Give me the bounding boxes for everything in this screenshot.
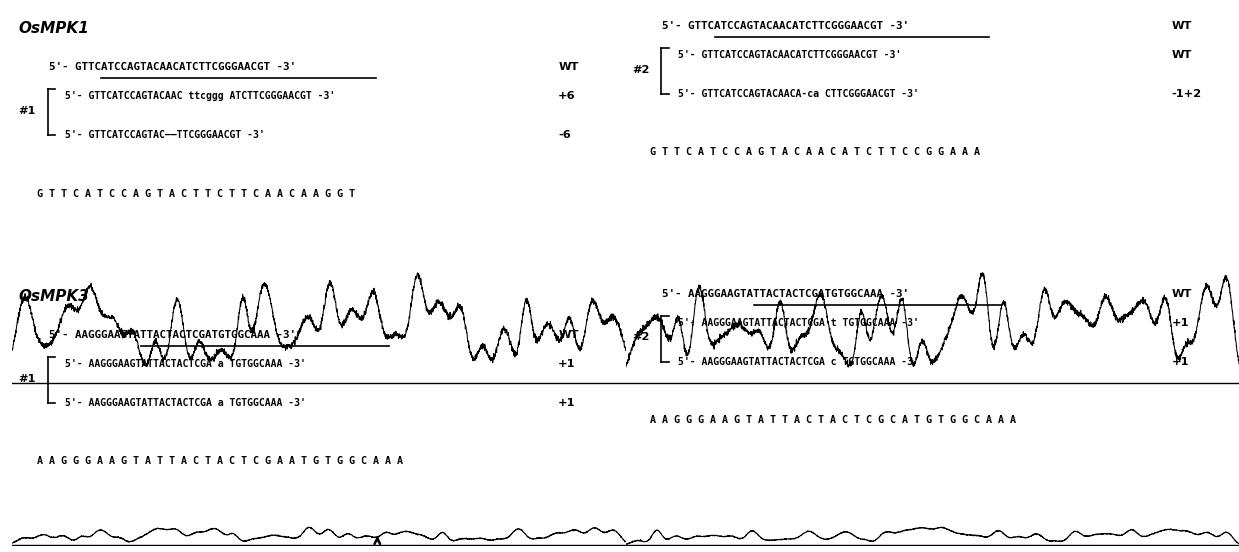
- Text: WT: WT: [559, 62, 579, 72]
- Text: -6: -6: [559, 130, 571, 140]
- Text: WT: WT: [1172, 289, 1192, 299]
- Text: OsMPK1: OsMPK1: [19, 21, 89, 36]
- Text: G T T C A T C C A G T A C A A C A T C T T C C G G A A A: G T T C A T C C A G T A C A A C A T C T …: [650, 147, 980, 157]
- Text: 5'- GTTCATCCAGTACAACA-ca CTTCGGGAACGT -3': 5'- GTTCATCCAGTACAACA-ca CTTCGGGAACGT -3…: [678, 89, 918, 99]
- Text: #2: #2: [632, 65, 649, 75]
- Text: +1: +1: [1172, 357, 1189, 367]
- Text: 5'- AAGGGAAGTATTACTACTCGATGTGGCAAA -3': 5'- AAGGGAAGTATTACTACTCGATGTGGCAAA -3': [663, 289, 909, 299]
- Text: 5'- AAGGGAAGTATTACTACTCGA t TGTGGCAAA -3': 5'- AAGGGAAGTATTACTACTCGA t TGTGGCAAA -3…: [678, 318, 918, 328]
- Text: +1: +1: [1172, 318, 1189, 328]
- Text: G T T C A T C C A G T A C T T C T T C A A C A A G G T: G T T C A T C C A G T A C T T C T T C A …: [37, 189, 354, 199]
- Text: 5'- GTTCATCCAGTACAACATCTTCGGGAACGT -3': 5'- GTTCATCCAGTACAACATCTTCGGGAACGT -3': [663, 21, 909, 31]
- Text: 5'- GTTCATCCAGTACAAC ttcggg ATCTTCGGGAACGT -3': 5'- GTTCATCCAGTACAAC ttcggg ATCTTCGGGAAC…: [64, 92, 335, 102]
- Text: 5'- AAGGGAAGTATTACTACTCGA a TGTGGCAAA -3': 5'- AAGGGAAGTATTACTACTCGA a TGTGGCAAA -3…: [64, 398, 305, 408]
- Text: #2: #2: [632, 332, 649, 342]
- Text: WT: WT: [559, 330, 579, 340]
- Text: 5'- GTTCATCCAGTAC——TTCGGGAACGT -3': 5'- GTTCATCCAGTAC——TTCGGGAACGT -3': [64, 130, 264, 140]
- Text: A A G G G A A G T A T T A C T A C T C G A A T G T G G C A A A: A A G G G A A G T A T T A C T A C T C G …: [37, 457, 403, 466]
- Text: -1+2: -1+2: [1172, 89, 1202, 99]
- Text: #1: #1: [19, 374, 36, 384]
- Text: A A G G G A A G T A T T A C T A C T C G C A T G T G G C A A A: A A G G G A A G T A T T A C T A C T C G …: [650, 415, 1016, 425]
- Text: 5'- AAGGGAAGTATTACTACTCGATGTGGCAAA -3': 5'- AAGGGAAGTATTACTACTCGATGTGGCAAA -3': [50, 330, 296, 340]
- Text: 5'- AAGGGAAGTATTACTACTCGA a TGTGGCAAA -3': 5'- AAGGGAAGTATTACTACTCGA a TGTGGCAAA -3…: [64, 359, 305, 369]
- Text: WT: WT: [1172, 50, 1192, 60]
- Text: WT: WT: [1172, 21, 1192, 31]
- Text: 5'- AAGGGAAGTATTACTACTCGA c TGTGGCAAA -3': 5'- AAGGGAAGTATTACTACTCGA c TGTGGCAAA -3…: [678, 357, 918, 367]
- Text: OsMPK3: OsMPK3: [19, 289, 89, 304]
- Text: #1: #1: [19, 106, 36, 116]
- Text: +6: +6: [559, 92, 576, 102]
- Text: +1: +1: [559, 398, 576, 408]
- Text: +1: +1: [559, 359, 576, 369]
- Text: 5'- GTTCATCCAGTACAACATCTTCGGGAACGT -3': 5'- GTTCATCCAGTACAACATCTTCGGGAACGT -3': [50, 62, 296, 72]
- Text: 5'- GTTCATCCAGTACAACATCTTCGGGAACGT -3': 5'- GTTCATCCAGTACAACATCTTCGGGAACGT -3': [678, 50, 901, 60]
